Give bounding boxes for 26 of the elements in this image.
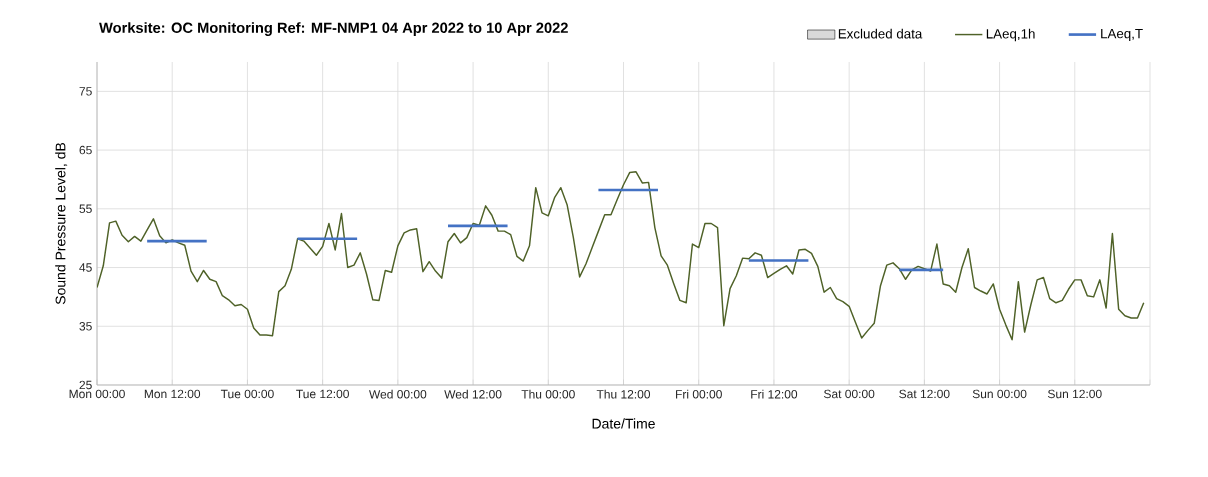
- x-tick-label: Tue 00:00: [220, 389, 274, 399]
- chart-title: Worksite: OC Monitoring Ref: MF-NMP1 04 Apr 2022 to 10 Apr 2022: [99, 22, 568, 36]
- x-tick-label: Wed 00:00: [369, 389, 427, 399]
- y-tick-label: 35: [79, 322, 92, 331]
- x-axis-title: Date/Time: [592, 418, 655, 429]
- x-tick-label: Fri 00:00: [676, 389, 722, 399]
- x-tick-label: Tue 12:00: [296, 389, 349, 399]
- x-tick-label: Mon 00:00: [69, 389, 125, 399]
- x-tick-label: Wed 12:00: [444, 389, 502, 399]
- legend-label: LAeq,T: [1101, 28, 1143, 41]
- x-tick-label: Thu 12:00: [596, 389, 651, 399]
- x-tick-label: Sun 00:00: [972, 389, 1027, 399]
- x-tick-label: Thu 00:00: [521, 389, 575, 399]
- x-tick-label: Fri 12:00: [751, 389, 798, 399]
- y-tick-label: 25: [79, 380, 92, 390]
- y-tick-label: 75: [79, 87, 92, 96]
- y-tick-label: 45: [79, 263, 92, 272]
- x-tick-label: Mon 12:00: [144, 389, 201, 399]
- y-tick-label: 65: [79, 145, 92, 155]
- y-tick-label: 55: [79, 204, 92, 214]
- x-tick-label: Sat 00:00: [824, 389, 875, 399]
- legend-label: Excluded data: [838, 28, 923, 39]
- y-axis-title: Sound Pressure Level, dB: [55, 142, 68, 305]
- x-tick-label: Sat 12:00: [899, 389, 950, 399]
- x-tick-label: Sun 12:00: [1047, 389, 1102, 399]
- legend-label: LAeq,1h: [986, 28, 1035, 42]
